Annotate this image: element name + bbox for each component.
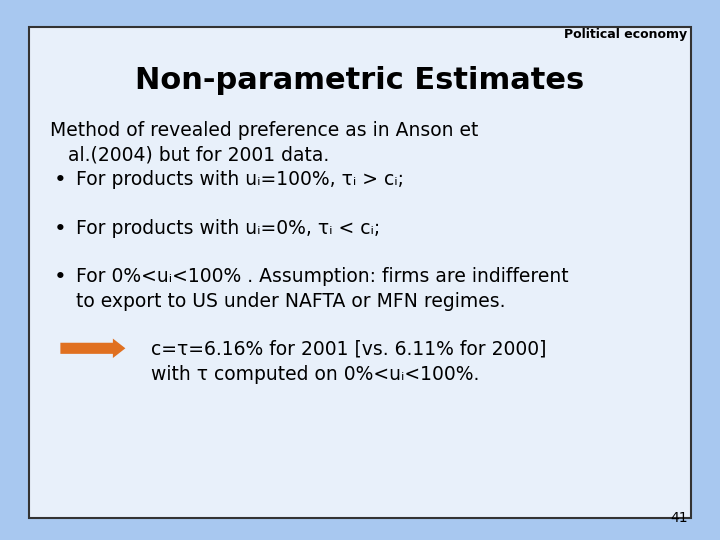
Text: For 0%<uᵢ<100% . Assumption: firms are indifferent: For 0%<uᵢ<100% . Assumption: firms are i… — [76, 267, 568, 286]
Text: al.(2004) but for 2001 data.: al.(2004) but for 2001 data. — [50, 146, 330, 165]
Text: Method of revealed preference as in Anson et: Method of revealed preference as in Anso… — [50, 122, 479, 140]
Text: Non-parametric Estimates: Non-parametric Estimates — [135, 66, 585, 95]
FancyArrowPatch shape — [60, 339, 125, 358]
FancyBboxPatch shape — [29, 27, 691, 518]
Text: Political economy: Political economy — [564, 28, 688, 41]
Text: •: • — [53, 267, 66, 287]
Text: c=τ=6.16% for 2001 [vs. 6.11% for 2000]: c=τ=6.16% for 2001 [vs. 6.11% for 2000] — [151, 339, 546, 358]
Text: to export to US under NAFTA or MFN regimes.: to export to US under NAFTA or MFN regim… — [76, 292, 505, 310]
Text: For products with uᵢ=100%, τᵢ > cᵢ;: For products with uᵢ=100%, τᵢ > cᵢ; — [76, 170, 404, 189]
Text: 41: 41 — [670, 511, 688, 525]
Text: •: • — [53, 170, 66, 190]
Text: with τ computed on 0%<uᵢ<100%.: with τ computed on 0%<uᵢ<100%. — [151, 364, 480, 383]
Text: For products with uᵢ=0%, τᵢ < cᵢ;: For products with uᵢ=0%, τᵢ < cᵢ; — [76, 219, 380, 238]
Text: •: • — [53, 219, 66, 239]
